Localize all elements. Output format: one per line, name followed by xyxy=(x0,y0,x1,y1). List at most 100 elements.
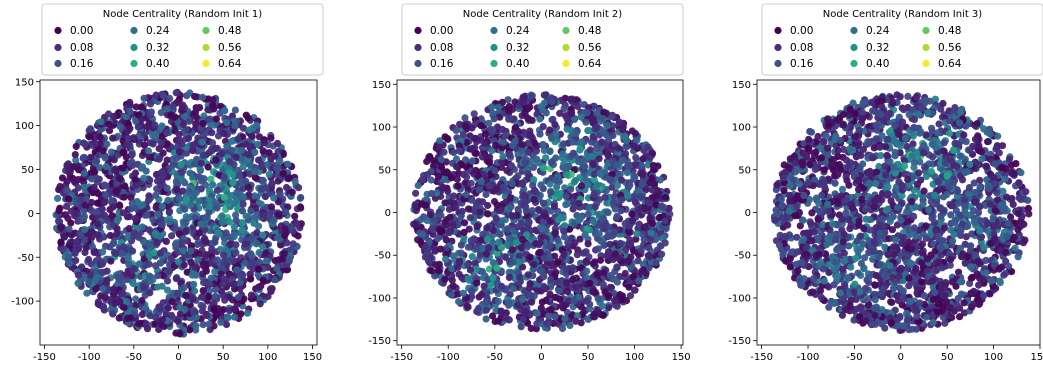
scatter-point xyxy=(517,323,525,331)
scatter-point xyxy=(287,246,295,254)
scatter-point xyxy=(67,207,75,215)
scatter-point xyxy=(528,207,537,215)
scatter-point xyxy=(248,252,256,260)
scatter-point xyxy=(126,107,134,115)
scatter-point xyxy=(512,239,520,247)
scatter-point xyxy=(204,106,212,114)
scatter-point xyxy=(111,299,119,307)
scatter-point xyxy=(185,117,193,125)
scatter-point xyxy=(205,292,213,301)
scatter-point xyxy=(582,118,590,126)
scatter-point xyxy=(575,199,583,208)
scatter-point xyxy=(257,162,265,170)
legend-title: Node Centrality (Random Init 2) xyxy=(463,9,622,20)
legend-marker xyxy=(490,43,498,52)
scatter-point xyxy=(661,217,669,225)
scatter-point xyxy=(521,309,530,317)
scatter-point xyxy=(191,287,199,295)
scatter-point xyxy=(216,245,224,254)
scatter-point xyxy=(553,183,561,191)
scatter-point xyxy=(273,165,281,173)
scatter-point xyxy=(437,155,445,164)
scatter-point xyxy=(539,123,547,131)
scatter-point xyxy=(528,298,536,306)
scatter-point xyxy=(257,200,265,208)
scatter-point xyxy=(558,301,566,309)
scatter-point xyxy=(465,225,473,233)
scatter-point xyxy=(85,278,93,286)
scatter-point xyxy=(606,272,615,280)
scatter-point xyxy=(255,283,263,291)
scatter-point xyxy=(482,306,490,314)
scatter-point xyxy=(982,256,990,264)
scatter-point xyxy=(263,161,271,169)
scatter-point xyxy=(584,210,592,218)
scatter-point xyxy=(434,172,443,180)
scatter-points-3 xyxy=(770,91,1033,334)
scatter-point xyxy=(179,120,187,129)
scatter-point xyxy=(634,257,642,265)
scatter-point xyxy=(432,261,440,269)
scatter-point xyxy=(232,211,240,219)
legend-label: 0.32 xyxy=(146,42,169,54)
scatter-point xyxy=(271,152,279,160)
scatter-point xyxy=(499,184,507,192)
scatter-point xyxy=(624,192,632,200)
scatter-point xyxy=(472,265,480,273)
scatter-point xyxy=(115,314,123,322)
scatter-point xyxy=(99,303,108,311)
scatter-point xyxy=(660,203,668,211)
legend-label: 0.24 xyxy=(146,25,170,37)
scatter-point xyxy=(214,256,222,264)
scatter-point xyxy=(127,194,135,202)
scatter-point xyxy=(568,96,576,104)
scatter-point xyxy=(158,202,166,210)
scatter-point xyxy=(294,232,302,240)
scatter-point xyxy=(199,93,207,101)
scatter-point xyxy=(569,275,577,283)
scatter-point xyxy=(613,161,621,169)
scatter-point xyxy=(473,223,481,231)
scatter-point xyxy=(259,231,267,239)
scatter-point xyxy=(599,214,607,222)
scatter-point xyxy=(94,231,102,239)
y-tick-label: 0 xyxy=(28,209,34,220)
scatter-point xyxy=(599,281,608,289)
scatter-point xyxy=(289,240,297,248)
scatter-point xyxy=(584,240,592,248)
scatter-point xyxy=(95,199,103,207)
scatter-point xyxy=(165,208,173,216)
scatter-point xyxy=(459,289,467,297)
scatter-point xyxy=(136,260,144,268)
scatter-point xyxy=(492,141,500,150)
scatter-point xyxy=(80,207,88,215)
scatter-point xyxy=(635,277,643,285)
scatter-point xyxy=(553,189,561,197)
scatter-point xyxy=(554,236,562,244)
scatter-point xyxy=(845,242,853,250)
scatter-point xyxy=(109,134,117,142)
scatter-point xyxy=(568,312,576,320)
scatter-point xyxy=(182,213,190,221)
scatter-point xyxy=(191,214,199,222)
y-tick-label: 0 xyxy=(385,208,391,219)
scatter-point xyxy=(573,312,582,320)
scatter-point xyxy=(144,196,152,205)
scatter-point xyxy=(281,225,289,233)
scatter-point xyxy=(508,180,516,188)
scatter-point xyxy=(517,199,525,207)
scatter-point xyxy=(461,219,469,227)
scatter-point xyxy=(508,246,517,254)
scatter-point xyxy=(443,221,451,229)
legend-marker xyxy=(562,26,570,35)
scatter-point xyxy=(283,239,291,247)
scatter-point xyxy=(202,267,210,275)
scatter-point xyxy=(521,159,529,167)
scatter-point xyxy=(559,140,568,148)
scatter-point xyxy=(604,304,613,312)
scatter-point xyxy=(268,179,276,188)
scatter-point xyxy=(92,285,100,293)
scatter-point xyxy=(597,139,606,147)
scatter-point xyxy=(606,283,614,291)
